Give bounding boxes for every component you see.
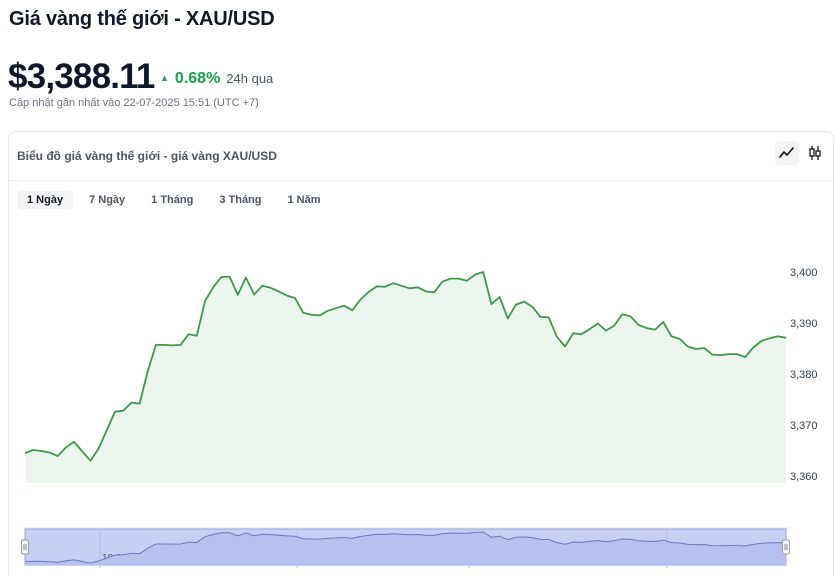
- card-divider: [9, 180, 833, 181]
- tab-1-day[interactable]: 1 Ngày: [17, 191, 74, 209]
- navigator-left-handle[interactable]: [21, 539, 29, 555]
- page-title: Giá vàng thế giới - XAU/USD: [9, 8, 275, 30]
- tab-3-months[interactable]: 3 Tháng: [219, 194, 262, 206]
- navigator-right-handle[interactable]: [782, 539, 790, 555]
- caret-up-icon: ▲: [160, 73, 169, 83]
- line-chart-icon: [779, 147, 794, 158]
- current-price: $3,388.11: [8, 57, 155, 96]
- tab-1-month[interactable]: 1 Tháng: [151, 194, 194, 206]
- last-updated: Cập nhật gần nhất vào 22-07-2025 15:51 (…: [9, 97, 259, 109]
- change-period: 24h qua: [226, 71, 274, 86]
- range-tabs: 1 Ngày 7 Ngày 1 Tháng 3 Tháng 1 Năm: [17, 191, 331, 209]
- tab-1-year[interactable]: 1 Năm: [287, 194, 321, 206]
- candlestick-icon: [809, 146, 821, 160]
- candlestick-button[interactable]: [803, 141, 827, 165]
- price-change: ▲ 0.68% 24h qua: [160, 70, 273, 88]
- chart-card: Biểu đồ giá vàng thế giới - giá vàng XAU…: [8, 131, 834, 576]
- line-chart-button[interactable]: [775, 141, 799, 165]
- change-percent: 0.68%: [174, 70, 221, 87]
- chart-card-title: Biểu đồ giá vàng thế giới - giá vàng XAU…: [17, 149, 277, 163]
- tab-7-days[interactable]: 7 Ngày: [89, 194, 126, 206]
- chart-type-switch: [775, 141, 827, 165]
